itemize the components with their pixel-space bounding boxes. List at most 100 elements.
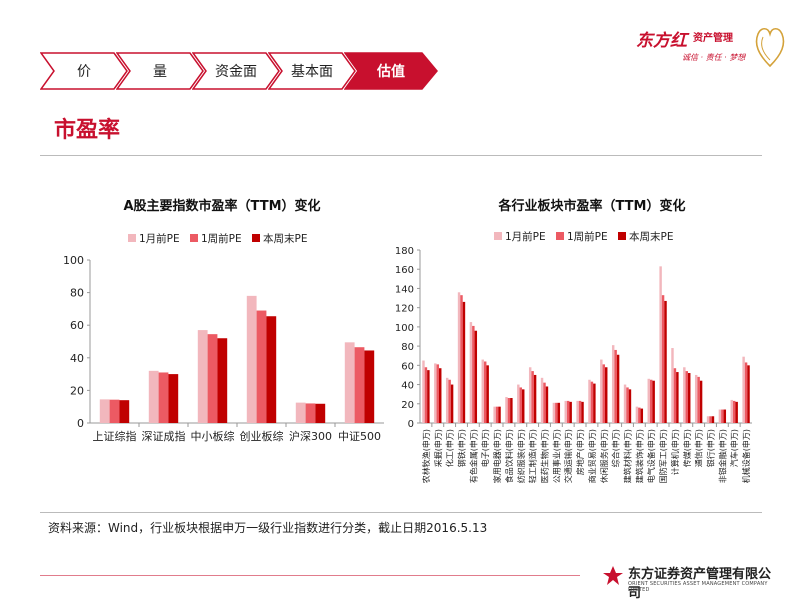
x-category-label: 综合(申万) <box>611 429 621 467</box>
nav-tab-fundamentals[interactable]: 基本面 <box>268 52 356 90</box>
x-category-label: 休闲服务(申万) <box>599 429 609 483</box>
legend-swatch <box>128 234 136 242</box>
bar <box>148 370 159 423</box>
x-category-label: 机械设备(申万) <box>741 429 751 483</box>
bar <box>109 399 120 423</box>
bar <box>676 372 679 423</box>
x-category-label: 交通运输(申万) <box>563 429 573 483</box>
bar <box>576 400 579 423</box>
bar <box>578 400 582 423</box>
bar <box>197 330 208 423</box>
bar <box>119 400 130 423</box>
bar <box>495 406 499 423</box>
bar <box>664 300 667 423</box>
nav-tab-label: 资金面 <box>215 64 257 80</box>
nav-tab-label: 估值 <box>377 64 405 80</box>
bar <box>424 367 428 423</box>
heart-logo-icon <box>755 27 785 68</box>
nav-tab-funds[interactable]: 资金面 <box>192 52 280 90</box>
y-tick-label: 40 <box>401 381 414 392</box>
bar <box>439 368 442 423</box>
bar <box>614 349 617 423</box>
legend-swatch <box>190 234 198 242</box>
legend-label: 1周前PE <box>201 232 242 245</box>
bar <box>723 409 727 423</box>
legend-label: 本周末PE <box>263 232 307 245</box>
y-tick-label: 80 <box>70 287 84 300</box>
x-category-label: 非银金融(申万) <box>717 429 727 483</box>
x-category-label: 电子(申万) <box>480 429 490 467</box>
bar <box>434 363 437 423</box>
bar <box>354 347 365 423</box>
bar <box>732 400 736 423</box>
x-category-label: 通信(申万) <box>694 429 704 467</box>
x-category-label: 建筑材料(申万) <box>623 429 633 483</box>
bar <box>593 383 596 423</box>
bar <box>256 310 267 423</box>
x-category-label: 汽车(申万) <box>729 429 739 467</box>
y-tick-label: 140 <box>395 284 414 295</box>
company-name: 东方证券资产管理有限公司 <box>628 567 772 601</box>
bar <box>266 316 277 423</box>
x-category-label: 沪深300 <box>289 429 332 443</box>
chevron-shape <box>116 52 204 90</box>
bar <box>528 367 532 423</box>
x-category-label: 化工(申万) <box>445 429 455 467</box>
bar <box>647 378 650 423</box>
x-category-label: 中小板综 <box>191 429 235 443</box>
x-category-label: 钢铁(申万) <box>457 429 467 467</box>
x-category-label: 中证500 <box>338 430 381 443</box>
nav-tab-valuation[interactable]: 估值 <box>344 52 438 90</box>
bar <box>540 377 544 423</box>
bar <box>605 367 608 423</box>
bar <box>649 379 653 423</box>
y-tick-label: 60 <box>401 361 414 372</box>
bar <box>99 399 110 423</box>
divider-footer <box>40 575 580 576</box>
bar <box>422 360 425 423</box>
nav-tab-volume[interactable]: 量 <box>116 52 204 90</box>
x-category-label: 医药生物(申万) <box>540 429 550 483</box>
bar <box>522 389 525 423</box>
bar <box>635 406 639 423</box>
nav-tab-price[interactable]: 价 <box>40 52 128 90</box>
brand-logo: 东方红 资产管理 诚信 · 责任 · 梦想 <box>636 20 786 72</box>
bar <box>445 377 449 423</box>
bar <box>543 382 546 423</box>
bar <box>706 416 710 423</box>
company-logo-icon <box>603 566 623 585</box>
x-category-label: 家用电器(申万) <box>492 429 502 483</box>
bar <box>721 409 724 423</box>
bar <box>569 401 572 423</box>
y-tick-label: 40 <box>70 352 84 365</box>
bar <box>640 408 644 423</box>
x-category-label: 公用事业(申万) <box>551 429 561 483</box>
y-tick-label: 80 <box>401 342 414 353</box>
bar <box>671 348 674 423</box>
legend-swatch <box>556 232 564 240</box>
x-category-label: 深证成指 <box>142 429 186 443</box>
bar <box>711 416 715 423</box>
bar <box>427 370 430 423</box>
bar <box>462 301 466 423</box>
chevron-shape <box>268 52 356 90</box>
bar <box>552 402 556 423</box>
x-category-label: 创业板综 <box>240 429 284 443</box>
bar <box>699 380 703 423</box>
bar <box>555 402 558 423</box>
bar <box>486 365 489 423</box>
bar <box>628 389 632 423</box>
x-category-label: 银行(申万) <box>706 429 716 467</box>
x-category-label: 国防军工(申万) <box>658 429 668 483</box>
bar <box>652 380 655 423</box>
x-category-label: 纺织服装(申万) <box>516 429 526 483</box>
legend-swatch <box>252 234 260 242</box>
bar <box>481 359 484 423</box>
chart-title: A股主要指数市盈率（TTM）变化 <box>123 198 320 214</box>
brand-subtitle: 资产管理 <box>693 33 733 44</box>
bar <box>436 364 440 423</box>
footer-logo: 东方证券资产管理有限公司 ORIENT SECURITIES ASSET MAN… <box>602 563 782 601</box>
x-category-label: 上证综指 <box>93 429 137 443</box>
bar <box>168 374 179 423</box>
y-tick-label: 20 <box>70 384 84 397</box>
